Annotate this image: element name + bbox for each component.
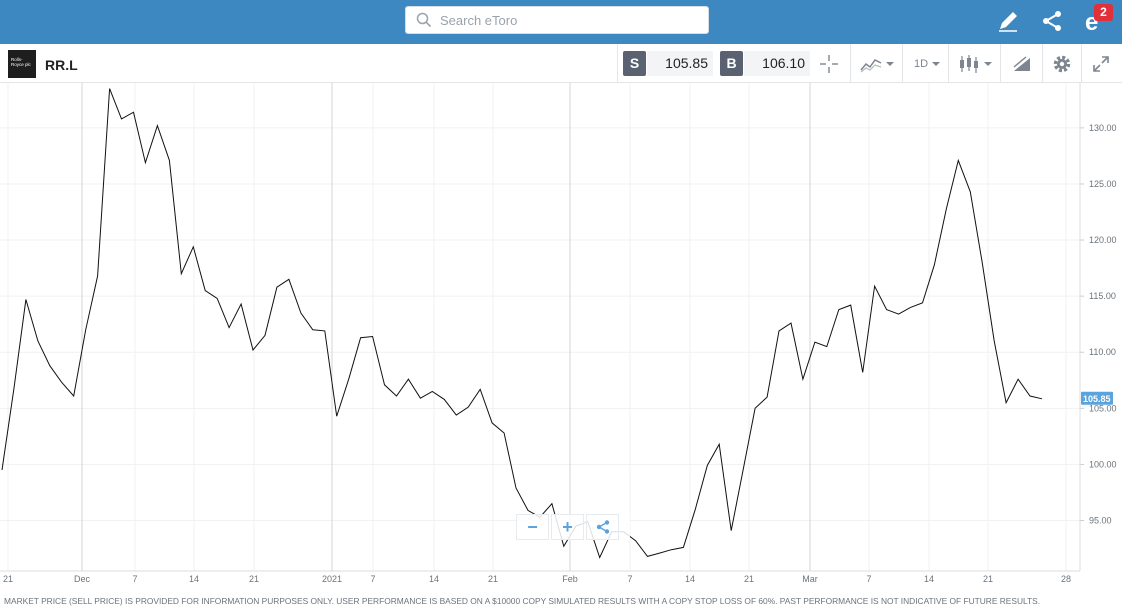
current-price-tag: 105.85 [1081,391,1113,405]
minus-icon: − [527,516,538,537]
share-icon [596,520,609,534]
drawing-tools-button[interactable] [1004,48,1040,79]
toolbar-divider [902,44,903,83]
buy-price[interactable]: 106.10 [744,51,810,76]
plus-icon: + [562,516,573,537]
toolbar-divider [1081,44,1082,83]
x-tick-label: Mar [802,574,818,584]
chart-type-button[interactable] [856,48,898,79]
y-tick-label: 115.00 [1089,291,1116,301]
drawing-icon [1013,55,1030,71]
share-icon [1043,11,1061,31]
y-tick-label: 120.00 [1089,235,1117,245]
toolbar-divider [1000,44,1001,83]
search-input[interactable] [440,12,700,28]
share-chart-button[interactable] [586,514,619,540]
x-tick-label: 7 [132,574,137,584]
price-chart[interactable]: 21 Dec 7 14 21 2021 7 14 21 Feb 7 14 21 Mar 7 14 21 28 95… [0,83,1122,592]
edit-icon [999,12,1017,32]
y-tick-label: 125.00 [1089,179,1117,189]
x-tick-label: 21 [249,574,259,584]
crosshair-icon [820,54,838,73]
x-tick-label: 7 [627,574,632,584]
sell-price[interactable]: 105.85 [647,51,713,76]
x-tick-label: 21 [744,574,754,584]
timeframe-select[interactable]: 1D [906,48,946,79]
notification-badge: 2 [1094,4,1113,21]
x-tick-label: 14 [924,574,934,584]
chevron-down-icon [886,61,894,66]
chart-type-icon [860,58,882,72]
x-tick-label: 21 [488,574,498,584]
x-tick-label: Dec [74,574,91,584]
candle-style-button[interactable] [952,48,998,79]
toolbar-divider [617,44,618,83]
y-tick-label: 95.00 [1089,516,1112,526]
sell-label: S [623,51,646,76]
current-price-label: 105.85 [1083,394,1111,404]
y-tick-label: 105.00 [1089,403,1117,413]
gear-icon [1053,55,1071,72]
toolbar-divider [948,44,949,83]
disclaimer-text: MARKET PRICE (SELL PRICE) IS PROVIDED FO… [4,596,1041,606]
search-icon [416,12,432,28]
toolbar-divider [1042,44,1043,83]
expand-icon [1093,55,1109,72]
y-tick-label: 110.00 [1089,347,1116,357]
x-tick-label: 7 [370,574,375,584]
edit-button[interactable] [993,6,1023,36]
search-box[interactable] [405,6,709,34]
price-series-line [1,88,1043,559]
chevron-down-icon [984,61,992,66]
chevron-down-icon [932,61,941,66]
x-tick-label: 14 [685,574,695,584]
share-button[interactable] [1037,6,1067,36]
crosshair-button[interactable] [812,48,846,79]
top-bar: e 2 [0,0,1122,44]
fullscreen-button[interactable] [1085,48,1117,79]
zoom-out-button[interactable]: − [516,514,549,540]
x-tick-label: 21 [983,574,993,584]
x-tick-label: 7 [866,574,871,584]
chart-zoom-controls: − + [516,514,630,540]
x-tick-label: 14 [189,574,199,584]
timeframe-label: 1D [913,57,929,70]
x-tick-label: 2021 [322,574,342,584]
x-tick-label: 28 [1061,574,1071,584]
y-tick-label: 100.00 [1089,459,1117,469]
zoom-in-button[interactable]: + [551,514,584,540]
x-tick-label: Feb [562,574,578,584]
instrument-symbol: RR.L [45,57,78,73]
chart-toolbar: Rolls-Royce plc RR.L S 105.85 B 106.10 1… [0,44,1122,83]
x-tick-label: 21 [3,574,13,584]
settings-button[interactable] [1046,48,1078,79]
x-tick-label: 14 [429,574,439,584]
instrument-logo: Rolls-Royce plc [8,50,36,78]
candlestick-icon [960,54,978,73]
buy-label: B [720,51,743,76]
toolbar-divider [850,44,851,83]
y-tick-label: 130.00 [1089,123,1117,133]
